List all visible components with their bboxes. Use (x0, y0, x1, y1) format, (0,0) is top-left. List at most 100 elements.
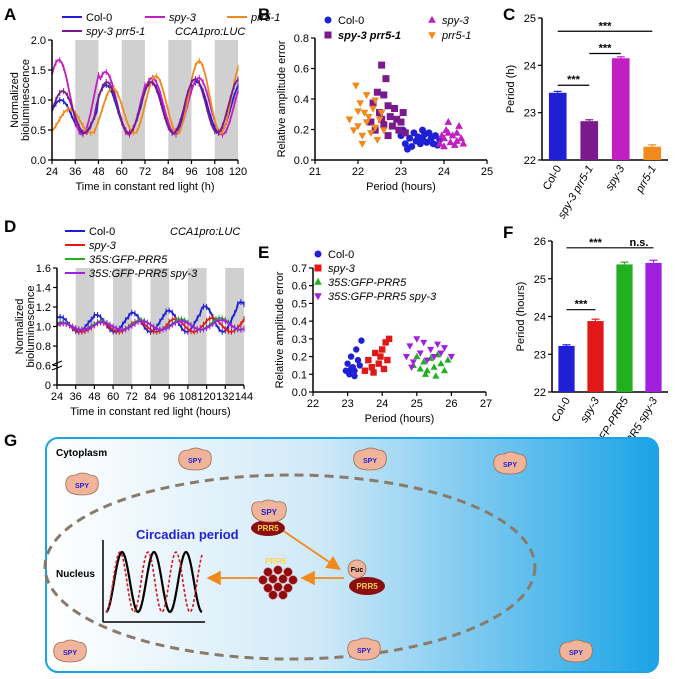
prr5-complex-label: PRR5 (257, 524, 279, 533)
x-tick-label: 60 (107, 391, 119, 403)
y-tick-label: 0.6 (294, 64, 309, 76)
panel-label-a: A (4, 5, 16, 24)
panel-d-line-chart: 24 36 48 60 72 84 96 108 120 132 14400.60.81.01.21… (14, 226, 253, 418)
data-point (389, 123, 396, 130)
legend-label: Col-0 (86, 12, 112, 24)
data-point (378, 62, 385, 69)
y-tick-label: 25 (524, 13, 536, 25)
y-tick-label: 0 (45, 380, 51, 392)
x-tick-label: 24 (438, 166, 450, 178)
category-label: Col-0 (550, 396, 574, 425)
data-point (453, 129, 461, 136)
legend-marker (314, 278, 322, 285)
data-point (441, 367, 448, 373)
legend-label: Col-0 (89, 226, 115, 238)
y-tick-label: 0.0 (292, 387, 307, 399)
x-tick-label: 84 (144, 391, 156, 403)
x-tick-label: 72 (126, 391, 138, 403)
data-point (431, 363, 438, 369)
x-axis-label: Time in constant red light (h) (76, 181, 215, 193)
legend-label: prr5-1 (441, 30, 471, 42)
legend-label: 35S:GFP-PRR5 spy-3 (328, 291, 437, 303)
data-point (344, 360, 350, 366)
spy-protein: SPY (66, 473, 99, 495)
spy-protein: SPY (348, 638, 381, 660)
category-label: prr5-1 (633, 164, 659, 196)
legend-marker (315, 251, 322, 258)
data-point (442, 126, 450, 133)
y-tick-label: 23 (524, 108, 536, 120)
prr5-molecule (269, 575, 277, 583)
x-tick-label: 22 (352, 166, 364, 178)
y-tick-label: 0.8 (36, 341, 51, 353)
data-point (382, 75, 389, 82)
significance-label: *** (589, 237, 603, 249)
y-tick-label: 24 (534, 312, 546, 324)
significance-label: *** (575, 299, 589, 311)
panel-b-scatter-chart: 21 22 23 24 25 0.0 0.2 0.4 0.6 0.8 Period (hours) R… (276, 15, 493, 193)
data-point (365, 357, 371, 363)
prr5-molecule (264, 584, 272, 592)
x-tick-label: 27 (480, 398, 492, 410)
data-point (425, 129, 432, 136)
y-tick-label: 0.5 (292, 298, 307, 310)
prr5-molecule (289, 576, 297, 584)
legend-label: spy-3 prr5-1 (338, 30, 401, 42)
spy-protein: SPY (54, 640, 87, 662)
x-tick-label: 96 (185, 166, 197, 178)
y-tick-label: 2.0 (31, 35, 46, 47)
dark-period-band (215, 40, 238, 160)
x-tick-label: 96 (163, 391, 175, 403)
y-tick-label: 1.5 (31, 65, 46, 77)
y-tick-label: 0.2 (294, 125, 309, 137)
y-tick-label: 0.6 (36, 361, 51, 373)
svg-text:SPY: SPY (63, 650, 77, 657)
spy-protein: SPY (354, 448, 387, 470)
bar (612, 58, 630, 160)
prr5-molecule (284, 584, 292, 592)
data-point (348, 366, 354, 372)
x-tick-label: 24 (46, 166, 58, 178)
x-tick-label: 36 (70, 391, 82, 403)
data-point (380, 91, 387, 98)
legend-label: spy-3 (169, 12, 197, 24)
x-tick-label: 72 (139, 166, 151, 178)
y-tick-label: 0.2 (292, 352, 307, 364)
data-point (379, 346, 385, 352)
x-tick-label: 24 (376, 398, 388, 410)
prr5-molecule (274, 583, 282, 591)
data-point (420, 340, 427, 346)
spy-protein: SPY (560, 640, 593, 662)
data-point (427, 347, 434, 353)
data-point (358, 337, 364, 343)
data-point (438, 360, 445, 366)
bar (558, 346, 574, 392)
panel-label-e: E (258, 243, 269, 262)
prr5-molecule (279, 591, 287, 599)
y-tick-label: 0.1 (292, 369, 307, 381)
data-point (406, 343, 413, 349)
x-tick-label: 108 (206, 166, 224, 178)
y-axis-label: Relative amplitude error (274, 271, 286, 388)
data-point (353, 346, 359, 352)
data-point (356, 100, 364, 107)
x-tick-label: 23 (341, 398, 353, 410)
y-axis-label: Period (h) (505, 65, 517, 113)
spy-protein: SPY (494, 452, 527, 474)
prr5-molecule (269, 591, 277, 599)
y-tick-label: 0.4 (294, 94, 309, 106)
y-tick-label: 1.0 (31, 95, 46, 107)
y-tick-label: 23 (534, 349, 546, 361)
x-tick-label: 23 (395, 166, 407, 178)
legend-label: spy-3 (442, 15, 470, 27)
y-tick-label: 22 (524, 155, 536, 167)
data-point (404, 146, 411, 153)
dark-period-band (75, 40, 98, 160)
legend-label: prr5-1 (250, 12, 280, 24)
significance-label: *** (599, 43, 613, 55)
bar (645, 263, 661, 392)
data-point (350, 127, 358, 134)
y-tick-label: 1.4 (36, 283, 51, 295)
bar (587, 321, 603, 392)
y-tick-label: 1.0 (36, 322, 51, 334)
